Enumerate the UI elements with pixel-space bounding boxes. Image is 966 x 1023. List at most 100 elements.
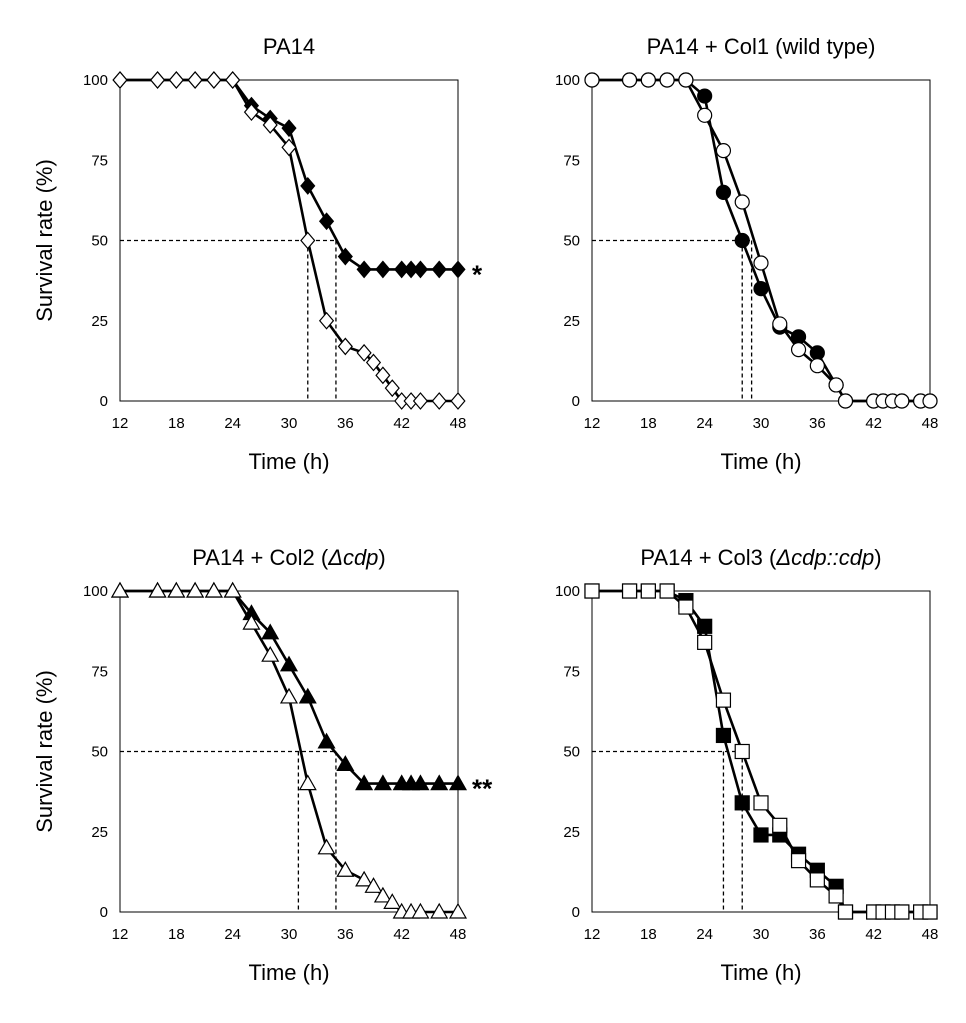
- x-tick-label: 48: [450, 926, 467, 943]
- data-point-series-2: [384, 379, 400, 398]
- data-point-series-2: [790, 342, 807, 358]
- data-point-series-2: [411, 902, 430, 919]
- data-point-series-1: [281, 119, 297, 138]
- y-tick-label: 25: [563, 313, 580, 330]
- data-point-series-1: [715, 727, 732, 744]
- x-tick-label: 18: [168, 415, 185, 432]
- data-point-series-1: [355, 774, 374, 791]
- x-tick-label: 30: [753, 926, 770, 943]
- x-tick-label: 30: [753, 415, 770, 432]
- y-tick-label: 0: [572, 393, 580, 410]
- title-part: PA14 + Col1 (wild type): [647, 34, 876, 59]
- data-point-series-2: [894, 393, 910, 409]
- y-tick-label: 25: [91, 313, 108, 330]
- y-tick-label: 75: [91, 663, 108, 680]
- data-point-series-1: [753, 827, 769, 843]
- data-point-series-2: [375, 366, 391, 385]
- data-point-series-2: [828, 888, 844, 904]
- data-point-series-2: [837, 904, 854, 920]
- x-tick-label: 42: [865, 926, 882, 943]
- data-point-series-2: [828, 377, 844, 393]
- data-point-series-2: [621, 72, 638, 88]
- y-tick-label: 0: [100, 904, 108, 921]
- data-point-series-2: [148, 581, 167, 598]
- data-point-series-1: [337, 247, 353, 266]
- y-tick-label: 100: [555, 583, 580, 600]
- data-point-series-2: [772, 817, 788, 833]
- title-part: PA14 + Col2 (: [192, 545, 329, 570]
- data-point-series-1: [336, 755, 355, 771]
- y-tick-label: 100: [83, 583, 108, 600]
- data-point-series-2: [373, 886, 392, 903]
- data-point-series-2: [584, 72, 600, 88]
- data-point-series-1: [753, 281, 769, 297]
- data-point-series-1: [300, 177, 316, 195]
- data-point-series-1: [317, 732, 336, 749]
- x-tick-label: 36: [337, 926, 354, 943]
- data-point-series-2: [734, 194, 750, 210]
- x-tick-label: 24: [696, 926, 713, 943]
- data-point-series-2: [110, 581, 130, 598]
- data-point-series-2: [809, 872, 825, 888]
- x-tick-label: 30: [281, 415, 298, 432]
- y-tick-label: 50: [91, 744, 108, 761]
- x-axis-title: Time (h): [720, 960, 801, 985]
- x-tick-label: 18: [640, 415, 657, 432]
- data-point-series-2: [430, 902, 449, 919]
- x-tick-label: 12: [584, 415, 601, 432]
- data-point-series-2: [365, 353, 382, 372]
- y-tick-label: 100: [83, 72, 108, 89]
- data-point-series-2: [204, 581, 223, 598]
- data-point-series-2: [336, 861, 355, 877]
- data-point-series-2: [837, 393, 854, 409]
- data-point-series-2: [223, 581, 242, 598]
- x-tick-label: 24: [224, 926, 241, 943]
- y-tick-label: 25: [563, 824, 580, 841]
- data-point-series-1: [715, 184, 732, 200]
- data-point-series-2: [734, 743, 750, 760]
- data-point-series-2: [659, 583, 675, 599]
- data-point-series-2: [355, 870, 374, 887]
- data-point-series-1: [448, 774, 468, 791]
- data-point-series-2: [262, 116, 278, 134]
- y-tick-label: 0: [572, 904, 580, 921]
- y-axis-title: Survival rate (%): [32, 159, 57, 322]
- data-point-series-2: [753, 795, 769, 811]
- data-point-series-2: [894, 904, 910, 920]
- data-point-series-2: [922, 393, 938, 409]
- data-point-series-2: [809, 358, 825, 374]
- x-axis-title: Time (h): [248, 449, 329, 474]
- data-point-series-1: [734, 232, 750, 249]
- x-axis-title: Time (h): [720, 449, 801, 474]
- data-point-series-1: [318, 212, 335, 231]
- x-tick-label: 18: [168, 926, 185, 943]
- x-tick-label: 48: [922, 415, 939, 432]
- data-point-series-2: [187, 71, 203, 89]
- x-tick-label: 42: [393, 926, 410, 943]
- data-point-series-2: [225, 71, 241, 89]
- data-point-series-1: [809, 345, 825, 361]
- y-tick-label: 75: [563, 152, 580, 169]
- data-point-series-1: [412, 260, 429, 279]
- series-line-1: [120, 589, 458, 785]
- data-point-series-2: [261, 645, 280, 662]
- x-tick-label: 36: [809, 926, 826, 943]
- x-tick-label: 12: [584, 926, 601, 943]
- data-point-series-2: [242, 613, 261, 630]
- data-point-series-2: [383, 893, 402, 909]
- y-tick-label: 0: [100, 393, 108, 410]
- data-point-series-2: [715, 692, 732, 708]
- data-point-series-2: [412, 392, 429, 410]
- data-point-series-2: [112, 71, 128, 89]
- data-point-series-2: [364, 877, 383, 893]
- data-point-series-2: [337, 337, 353, 356]
- title-part: PA14 + Col3 (: [640, 545, 777, 570]
- title-part: ): [874, 545, 881, 570]
- data-point-series-1: [375, 260, 391, 279]
- panel-title: PA14 + Col1 (wild type): [647, 34, 876, 59]
- data-point-series-1: [356, 260, 372, 279]
- x-tick-label: 24: [696, 415, 713, 432]
- data-point-series-2: [584, 583, 600, 599]
- data-point-series-1: [298, 687, 317, 704]
- data-point-series-1: [279, 655, 299, 672]
